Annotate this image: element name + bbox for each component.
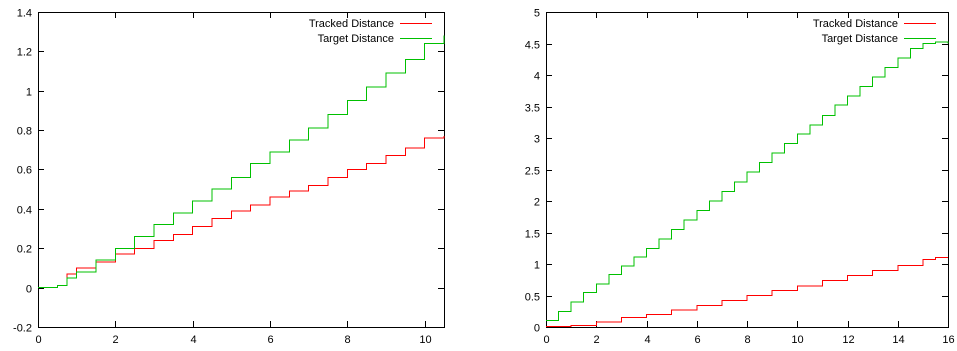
x-tick-label: 10 [791, 334, 803, 346]
y-tick-label: 1 [26, 87, 32, 99]
x-tick-label: 10 [419, 334, 431, 346]
y-tick-label: 4 [534, 71, 540, 83]
y-tick-label: 0.4 [17, 205, 32, 217]
y-tick-label: 1 [534, 260, 540, 272]
x-tick-label: 0 [35, 334, 41, 346]
x-tick-label: 2 [112, 334, 118, 346]
plot-frame [38, 12, 445, 328]
x-tick-label: 4 [644, 334, 650, 346]
legend-label: Target Distance [318, 33, 394, 45]
x-tick-label: 2 [593, 334, 599, 346]
legend-label: Target Distance [822, 33, 898, 45]
legend-label: Tracked Distance [309, 18, 394, 30]
x-tick-label: 14 [892, 334, 904, 346]
x-tick-label: 0 [543, 334, 549, 346]
series-line-target-distance [546, 41, 949, 322]
x-tick-label: 4 [190, 334, 196, 346]
x-tick-label: 6 [267, 334, 273, 346]
x-tick-label: 6 [694, 334, 700, 346]
y-tick-label: 3 [534, 134, 540, 146]
plot-frame [546, 12, 949, 328]
y-tick-label: 1.4 [17, 8, 32, 20]
y-tick-label: 0.2 [17, 244, 32, 256]
y-tick-label: 4.5 [525, 40, 540, 52]
y-tick-label: 0 [534, 323, 540, 335]
y-tick-label: 0.5 [525, 292, 540, 304]
y-tick-label: 0.8 [17, 126, 32, 138]
y-tick-label: 1.2 [17, 47, 32, 59]
series-line-tracked-distance [546, 257, 948, 327]
y-tick-label: 0 [26, 284, 32, 296]
y-tick-label: 0.6 [17, 165, 32, 177]
x-tick-label: 8 [344, 334, 350, 346]
y-tick-label: 3.5 [525, 103, 540, 115]
x-tick-label: 8 [744, 334, 750, 346]
legend-label: Tracked Distance [813, 18, 898, 30]
y-tick-label: -0.2 [13, 323, 32, 335]
y-tick-label: 2 [534, 197, 540, 209]
right-chart: 0 0.5 1 1.5 2 2.5 3 3.5 4 4.5 5 0 2 4 6 8 10 12 14 16 Tracke… [525, 8, 955, 347]
y-tick-label: 5 [534, 8, 540, 20]
series-line-target-distance [38, 35, 445, 289]
y-tick-label: 1.5 [525, 229, 540, 241]
x-tick-label: 12 [842, 334, 854, 346]
x-tick-label: 16 [942, 334, 954, 346]
y-tick-label: 2.5 [525, 166, 540, 178]
series-line-tracked-distance [38, 136, 445, 289]
